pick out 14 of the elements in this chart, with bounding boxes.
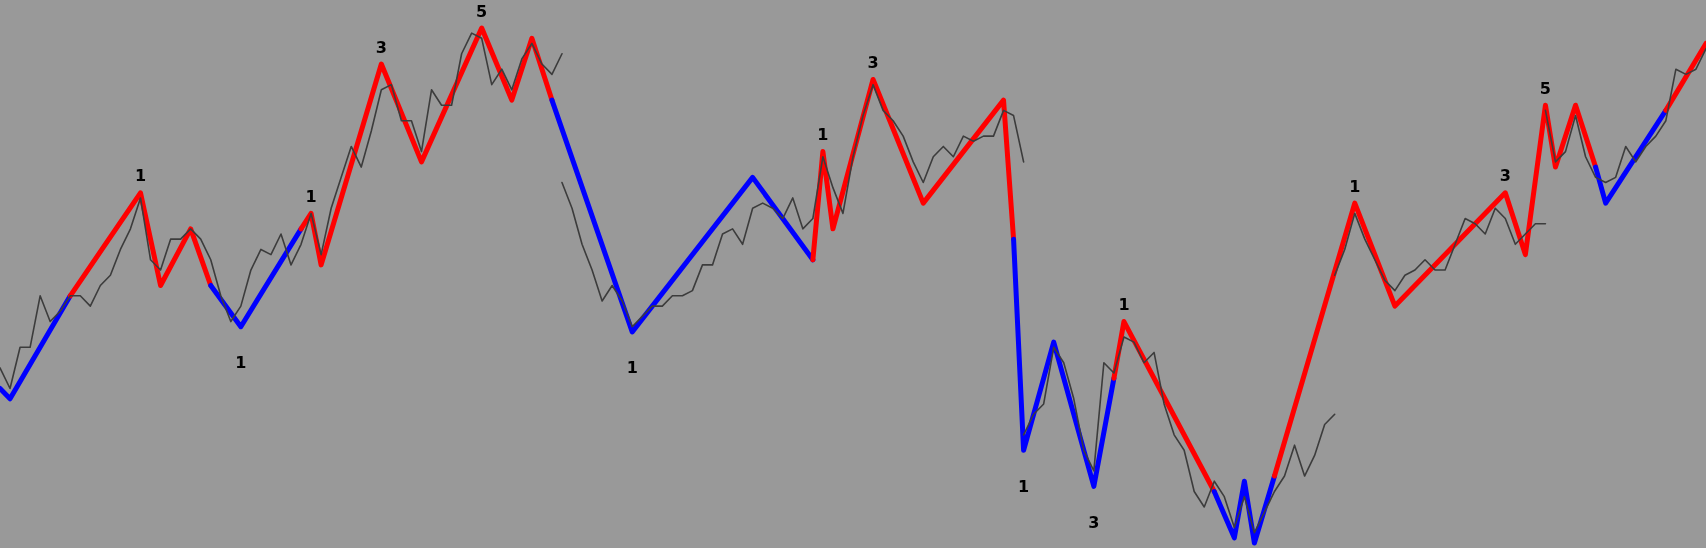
annotation: 5 bbox=[1539, 78, 1552, 98]
annotation: 1 bbox=[305, 186, 317, 206]
annotation: 1 bbox=[235, 353, 247, 373]
annotation: 3 bbox=[1499, 166, 1511, 186]
annotation: 1 bbox=[817, 125, 829, 145]
annotation: 3 bbox=[1088, 512, 1100, 532]
annotation: 1 bbox=[626, 358, 638, 378]
annotation: 1 bbox=[1349, 176, 1361, 196]
annotation: 3 bbox=[867, 53, 879, 72]
annotation: 3 bbox=[375, 37, 387, 57]
annotation: 1 bbox=[1118, 295, 1130, 315]
annotation: 1 bbox=[134, 166, 147, 186]
annotation: 1 bbox=[1018, 476, 1030, 496]
annotation: 5 bbox=[476, 1, 488, 21]
